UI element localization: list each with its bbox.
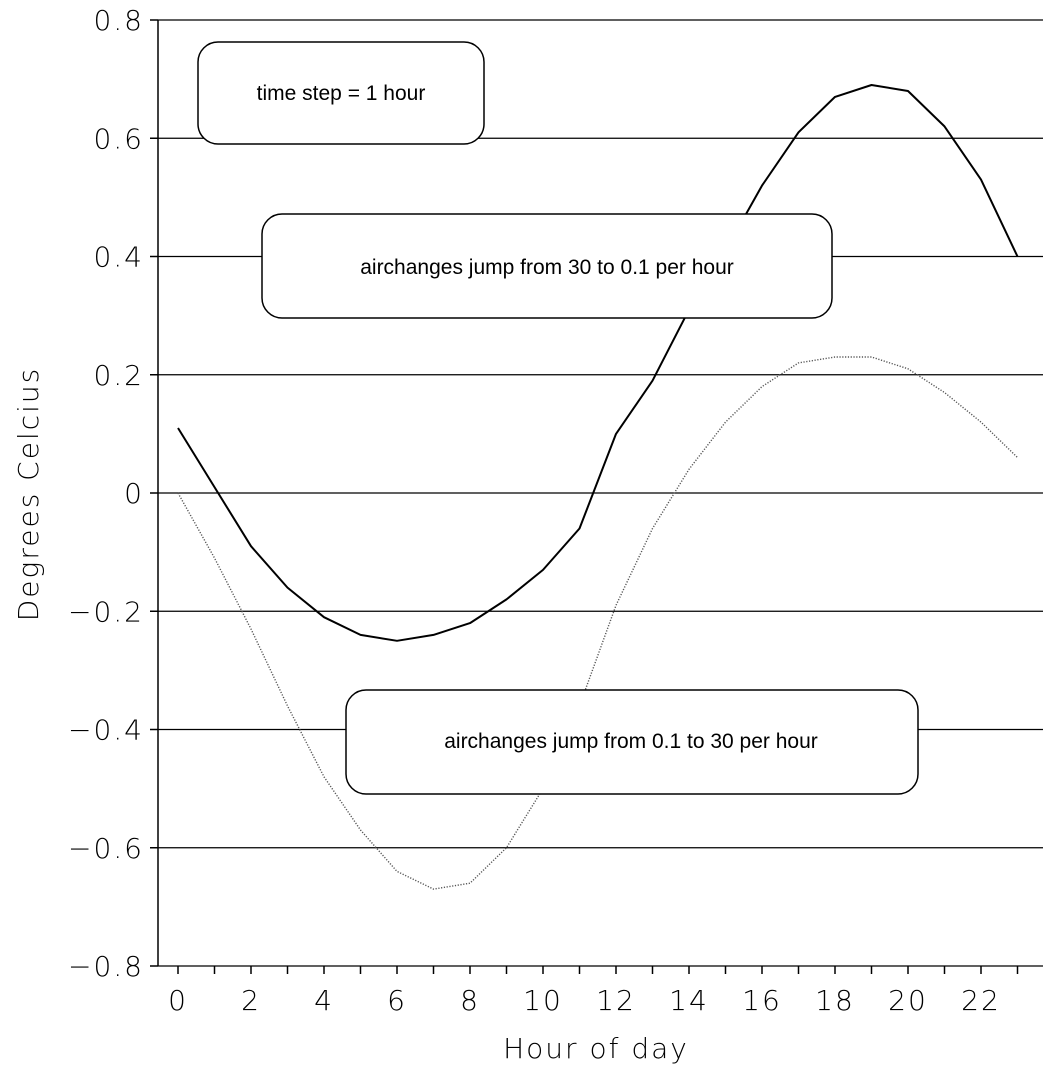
x-tick-label: 6 xyxy=(387,984,407,1017)
y-tick-label: −0.8 xyxy=(68,950,144,983)
x-tick-label: 14 xyxy=(669,984,709,1017)
x-tick-label: 4 xyxy=(314,984,334,1017)
grid-lines xyxy=(158,19,1043,967)
x-tick-label: 0 xyxy=(168,984,188,1017)
x-tick-label: 16 xyxy=(742,984,782,1017)
series-line-2 xyxy=(177,356,1018,890)
callout-jump-30-to-0.1-text: airchanges jump from 30 to 0.1 per hour xyxy=(360,256,734,279)
x-tick-label: 18 xyxy=(815,984,855,1017)
x-tick-label: 2 xyxy=(241,984,261,1017)
callout-jump-30-to-0.1: airchanges jump from 30 to 0.1 per hour xyxy=(261,213,833,319)
callout-time-step: time step = 1 hour xyxy=(197,41,485,145)
y-tick-label: −0.2 xyxy=(68,595,144,628)
y-axis-title: Degrees Celcius xyxy=(12,367,45,622)
callout-jump-0.1-to-30-text: airchanges jump from 0.1 to 30 per hour xyxy=(444,730,818,753)
y-tick-label: 0 xyxy=(124,477,144,510)
tick-labels: −0.8 −0.6 −0.4 −0.2 0 0.2 0.4 0.6 0.8 0 2 4 6 8 10 12 14… xyxy=(68,4,1001,1017)
callout-jump-0.1-to-30: airchanges jump from 0.1 to 30 per hour xyxy=(345,689,919,795)
x-tick-label: 10 xyxy=(523,984,563,1017)
series-line-1 xyxy=(177,84,1019,642)
y-tick-label: −0.6 xyxy=(68,832,144,865)
y-tick-label: −0.4 xyxy=(68,714,144,747)
x-tick-label: 22 xyxy=(961,984,1001,1017)
y-tick-label: 0.2 xyxy=(93,359,144,392)
y-tick-label: 0.4 xyxy=(93,241,144,274)
x-tick-label: 12 xyxy=(596,984,636,1017)
callout-time-step-text: time step = 1 hour xyxy=(257,82,426,105)
series-lines xyxy=(177,84,1019,890)
x-tick-label: 20 xyxy=(888,984,928,1017)
y-tick-label: 0.6 xyxy=(93,122,144,155)
x-axis-title: Hour of day xyxy=(503,1032,689,1065)
axes xyxy=(150,19,1019,974)
y-tick-label: 0.8 xyxy=(93,4,144,37)
x-tick-label: 8 xyxy=(460,984,480,1017)
